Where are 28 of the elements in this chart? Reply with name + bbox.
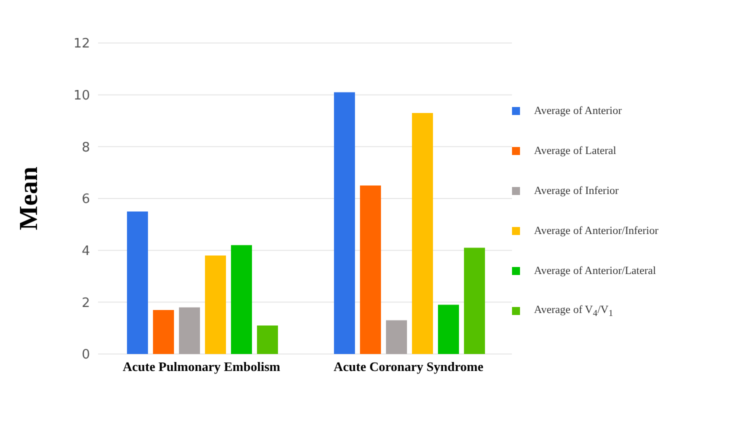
y-tick-label: 4 — [82, 244, 90, 259]
bar — [126, 211, 148, 354]
bar — [386, 320, 407, 354]
bar — [230, 245, 252, 354]
y-tick-label: 12 — [73, 36, 90, 52]
y-axis-title: Mean — [14, 166, 44, 230]
y-tick-label: 0 — [82, 348, 90, 363]
bar — [334, 92, 355, 354]
bar — [256, 325, 278, 354]
bar — [152, 310, 174, 354]
legend-label: Average of Lateral — [534, 145, 616, 157]
y-tick-label: 2 — [82, 296, 90, 311]
y-tick-label: 10 — [73, 88, 90, 104]
bar — [438, 304, 459, 354]
x-tick-label: Acute Coronary Syndrome — [334, 359, 484, 374]
y-tick-label: 6 — [82, 192, 90, 208]
legend-label: Average of Anterior/Inferior — [534, 225, 658, 237]
bar — [204, 256, 226, 354]
legend-label: Average of Anterior/Lateral — [534, 265, 656, 277]
bar — [178, 307, 200, 354]
x-tick-label: Acute Pulmonary Embolism — [122, 359, 280, 374]
legend-label: Average of Anterior — [534, 105, 622, 117]
bar — [464, 248, 485, 354]
legend-label: Average of Inferior — [534, 185, 619, 197]
bar — [360, 186, 381, 354]
bar — [412, 112, 433, 354]
legend-label: Average of V$_{4}$/V$_{1}$ — [534, 304, 614, 318]
y-tick-label: 8 — [82, 140, 90, 156]
